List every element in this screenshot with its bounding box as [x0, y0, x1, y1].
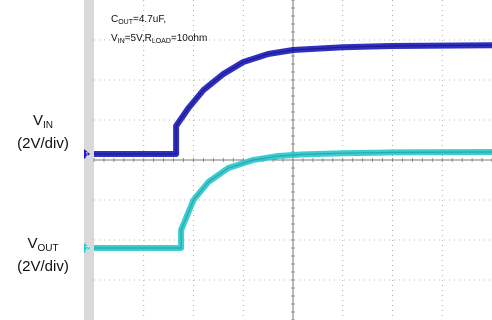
annotation-line-1: COUT=4.7uF,	[111, 14, 166, 29]
annotation-vin-sub: IN	[117, 38, 125, 45]
annotation-vin-value: =5V,R	[124, 33, 152, 44]
channel-marker-2	[84, 243, 90, 253]
vout-channel-label: VOUT (2V/div)	[0, 235, 86, 276]
vin-label-main: V	[32, 112, 43, 129]
grid	[93, 0, 492, 320]
annotation-cout-sub: OUT	[118, 19, 134, 26]
left-ruler-strip	[84, 0, 94, 320]
annotation-rload-sub: LOAD	[151, 38, 171, 45]
annotation-vin-symbol: V	[111, 33, 118, 44]
channel-marker-1	[84, 149, 90, 159]
channel-marker-label: 2	[85, 246, 89, 253]
vin-label-sub: IN	[43, 120, 53, 131]
traces	[94, 42, 492, 251]
trace-core-vout	[94, 151, 492, 249]
vin-scale-label: (2V/div)	[17, 135, 69, 152]
vout-scale-label: (2V/div)	[17, 258, 69, 275]
vout-label-sub: OUT	[37, 243, 59, 254]
oscilloscope-plot: 12	[84, 0, 492, 320]
annotation-line-2: VIN=5V,RLOAD=10ohm	[111, 33, 207, 48]
trace-core-vin	[94, 44, 492, 155]
annotation-rload-value: =10ohm	[170, 33, 208, 44]
channel-marker-label: 1	[85, 152, 89, 159]
vout-label-main: V	[27, 235, 38, 252]
vin-channel-label: VIN (2V/div)	[0, 112, 86, 153]
annotation-cout-symbol: C	[111, 14, 119, 25]
channel-markers: 12	[84, 149, 90, 253]
annotation-cout-value: =4.7uF,	[133, 14, 167, 25]
